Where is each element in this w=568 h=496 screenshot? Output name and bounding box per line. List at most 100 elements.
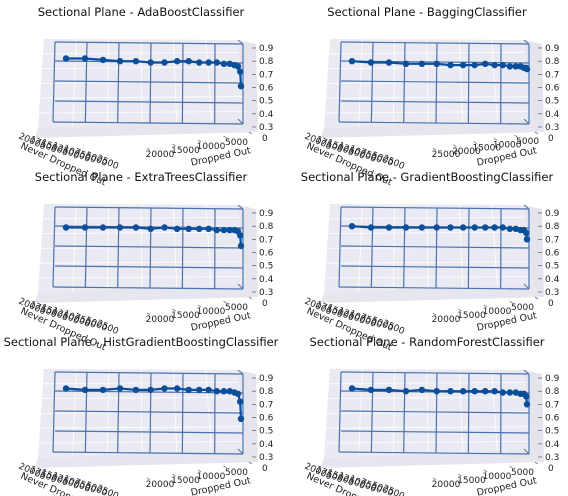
- y-tick-mark: [146, 477, 151, 481]
- frame-line: [54, 430, 244, 434]
- data-point: [220, 388, 228, 395]
- y-tick-mark: [458, 473, 462, 477]
- z-tick-label: 0.8: [259, 387, 274, 397]
- grid-line: [324, 111, 531, 114]
- data-point: [491, 388, 498, 395]
- frame-line: [237, 283, 244, 290]
- data-point: [173, 58, 181, 65]
- z-tick-label: 0.4: [545, 275, 560, 285]
- frame-line: [117, 207, 120, 288]
- frame-line: [340, 41, 530, 45]
- data-point: [185, 386, 192, 394]
- data-point: [62, 55, 70, 62]
- y-tick-mark: [197, 469, 202, 473]
- data-point: [81, 224, 89, 231]
- grid-line: [325, 426, 530, 429]
- frame-line: [237, 448, 244, 455]
- frame-line: [370, 207, 374, 288]
- data-point: [447, 61, 454, 69]
- grid-line: [491, 369, 498, 451]
- data-point: [205, 59, 212, 66]
- frame-line: [181, 208, 184, 289]
- y-tick-label: 20000: [146, 315, 175, 325]
- frame-line: [52, 121, 244, 125]
- data-point: [433, 388, 440, 395]
- y-tick-label: 15000: [171, 146, 200, 156]
- frame-line: [467, 208, 470, 289]
- z-tick-label: 0.6: [259, 84, 274, 94]
- data-point: [81, 386, 89, 394]
- frame-line: [523, 39, 530, 45]
- y-tick-label: 15000: [171, 476, 200, 486]
- frame-line: [54, 371, 244, 375]
- grid-line: [38, 111, 245, 114]
- grid-line: [42, 51, 240, 55]
- y-tick-label: 20000: [146, 480, 175, 490]
- frame-line: [52, 451, 244, 455]
- z-tick-label: 0.8: [545, 222, 560, 232]
- data-point: [185, 225, 192, 232]
- y-tick-mark: [223, 135, 227, 139]
- z-tick-label: 0.6: [259, 414, 274, 424]
- data-point: [459, 61, 467, 69]
- y-tick-label: 20000: [432, 315, 461, 325]
- chart-title: Sectional Plane - GradientBoostingClassi…: [301, 170, 554, 184]
- frame-line: [403, 207, 406, 288]
- y-tick-mark: [483, 469, 488, 473]
- frame-line: [340, 265, 530, 269]
- y-tick-mark: [248, 296, 253, 300]
- data-point: [433, 60, 440, 67]
- data-point: [506, 225, 514, 232]
- data-point: [523, 229, 530, 236]
- grid-line: [327, 231, 527, 234]
- data-point: [132, 58, 140, 65]
- x-tick-label: 2500: [381, 484, 406, 496]
- frame-line: [52, 286, 244, 290]
- grid-line: [41, 231, 241, 234]
- frame-line: [340, 100, 530, 104]
- frame-line: [117, 42, 120, 123]
- data-point: [523, 65, 531, 73]
- z-tick-label: 0.4: [259, 275, 274, 285]
- frame-line: [338, 451, 530, 455]
- z-tick-label: 0.5: [545, 262, 559, 272]
- frame-line: [370, 42, 374, 123]
- frame-line: [84, 207, 88, 288]
- data-point: [499, 224, 506, 231]
- data-point: [147, 386, 154, 394]
- y-tick-mark: [223, 465, 227, 469]
- data-point: [402, 224, 410, 231]
- frame-line: [338, 121, 530, 125]
- z-tick-label: 0.9: [545, 209, 560, 219]
- y-tick-label: 10000: [197, 307, 226, 317]
- data-point: [234, 63, 242, 70]
- y-tick-label: 5000: [225, 303, 248, 313]
- data-point: [99, 386, 107, 394]
- data-point: [385, 59, 393, 66]
- data-point: [196, 59, 203, 66]
- z-tick-label: 0.5: [545, 427, 559, 437]
- frame-line: [403, 42, 406, 123]
- y-tick-mark: [509, 465, 513, 469]
- z-tick-label: 0.7: [545, 235, 559, 245]
- frame-line: [340, 430, 530, 434]
- data-point: [213, 226, 220, 234]
- frame-line: [338, 206, 342, 288]
- y-tick-label: 10000: [493, 140, 522, 150]
- y-tick-mark: [432, 477, 437, 481]
- data-point: [459, 388, 467, 395]
- frame-line: [338, 371, 342, 453]
- z-tick-label: 0.9: [259, 374, 274, 384]
- z-tick-label: 0.8: [545, 387, 560, 397]
- data-point: [205, 225, 212, 232]
- y-tick-mark: [453, 144, 457, 148]
- y-tick-mark: [534, 296, 539, 300]
- data-point: [512, 63, 519, 70]
- y-tick-mark: [248, 131, 253, 135]
- chart-title: Sectional Plane - ExtraTreesClassifier: [35, 170, 248, 184]
- y-tick-label: 5000: [225, 468, 248, 478]
- y-tick-label: 0: [262, 299, 268, 309]
- z-tick-label: 0.3: [545, 453, 559, 463]
- data-point: [237, 68, 244, 75]
- data-point: [402, 388, 410, 395]
